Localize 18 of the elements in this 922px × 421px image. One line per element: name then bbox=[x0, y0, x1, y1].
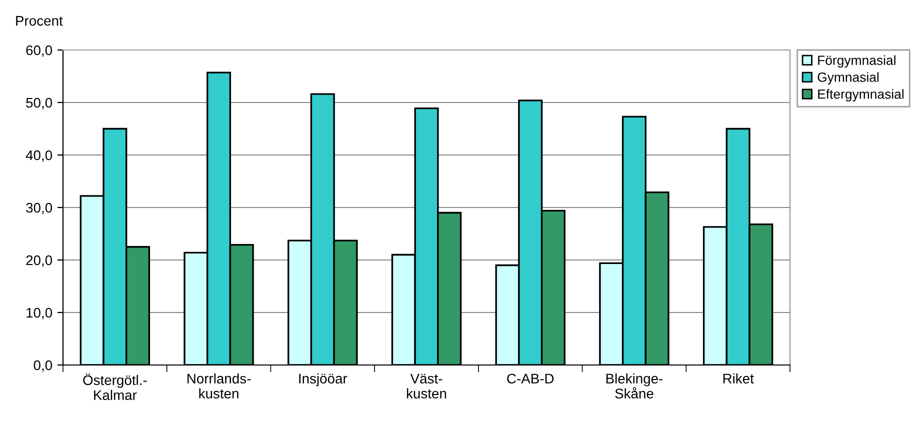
y-axis-title: Procent bbox=[16, 16, 63, 26]
y-tick-label: 60,0 bbox=[26, 45, 52, 57]
legend-label: Gymnasial bbox=[818, 72, 879, 84]
x-tick-label: C-AB-D bbox=[507, 374, 554, 384]
y-tick-label: 0,0 bbox=[34, 360, 52, 372]
legend-label: Eftergymnasial bbox=[818, 89, 904, 102]
y-tick-label: 20,0 bbox=[26, 255, 52, 267]
x-tick-label: Insjööar bbox=[299, 373, 348, 386]
x-tick-label: Östergötl.- Kalmar bbox=[83, 373, 147, 400]
y-tick-label: 50,0 bbox=[26, 98, 52, 110]
x-tick-label: Väst- kusten bbox=[406, 374, 446, 398]
legend-label: Förgymnasial bbox=[818, 55, 896, 68]
y-tick-label: 10,0 bbox=[26, 308, 52, 320]
x-tick-label: Blekinge- Skåne bbox=[606, 373, 663, 398]
x-tick-label: Riket bbox=[723, 373, 754, 384]
x-tick-label: Norrlands- kusten bbox=[188, 373, 251, 398]
y-tick-label: 30,0 bbox=[26, 202, 52, 214]
y-tick-label: 40,0 bbox=[26, 150, 52, 162]
